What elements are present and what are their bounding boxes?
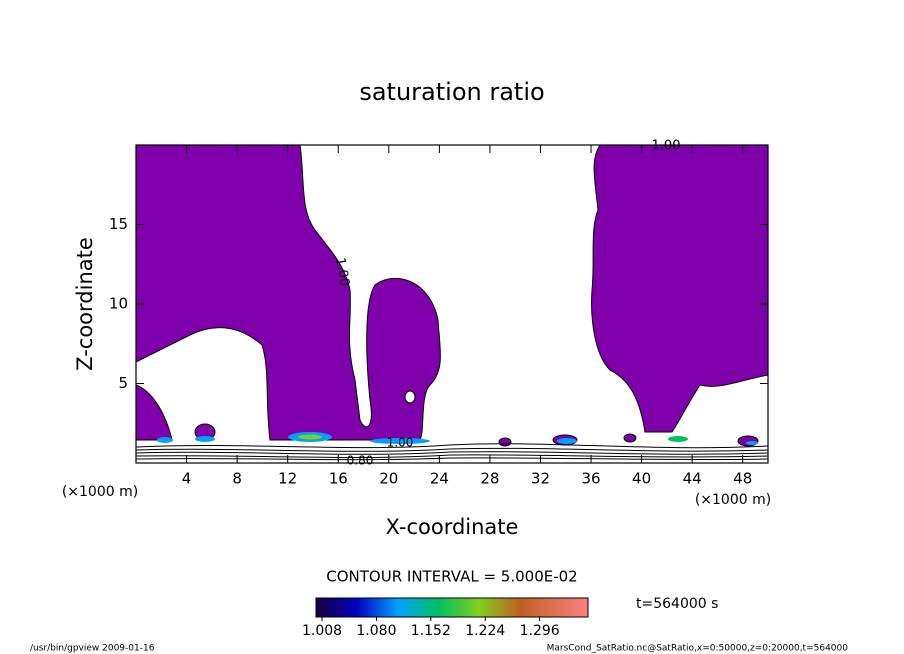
contour-interval: CONTOUR INTERVAL = 5.000E-02 [326, 568, 577, 586]
x-tick-label: 8 [232, 470, 242, 488]
x-tick-label: 24 [430, 470, 449, 488]
colorbar-tick-label: 1.080 [356, 623, 396, 639]
x-tick-label: 4 [182, 470, 192, 488]
y-tick-label: 5 [118, 374, 128, 392]
x-tick-label: 28 [480, 470, 499, 488]
contour-label: 1.00 [652, 139, 681, 154]
colorbar [315, 597, 589, 618]
chart-title: saturation ratio [359, 78, 544, 106]
hole [404, 390, 416, 404]
x-tick-label: 36 [581, 470, 600, 488]
region [498, 437, 512, 447]
region [135, 144, 441, 441]
colorbar-tick-label: 1.152 [411, 623, 451, 639]
x-tick-label: 20 [379, 470, 398, 488]
y-unit: (×1000 m) [62, 484, 138, 500]
region [623, 433, 637, 443]
y-tick-label: 15 [109, 215, 128, 233]
contour-label: 0.80 [347, 454, 374, 468]
region [135, 384, 173, 441]
region [591, 144, 769, 433]
y-tick-label: 10 [109, 295, 128, 313]
x-unit: (×1000 m) [695, 492, 771, 508]
y-axis-label: Z-coordinate [73, 237, 97, 371]
x-tick-label: 44 [683, 470, 702, 488]
x-tick-label: 40 [632, 470, 651, 488]
x-tick-label: 32 [531, 470, 550, 488]
colorbar-tick-label: 1.296 [520, 623, 560, 639]
footer-left: /usr/bin/gpview 2009-01-16 [30, 644, 155, 654]
colorbar-tick-label: 1.224 [465, 623, 505, 639]
contour-fill [135, 144, 769, 447]
contour-label: 1.00 [387, 436, 414, 450]
time-label: t=564000 s [636, 596, 718, 612]
x-axis-label: X-coordinate [386, 515, 519, 539]
x-tick-label: 48 [733, 470, 752, 488]
contour-label: 1.00 [332, 256, 352, 287]
x-tick-label: 16 [329, 470, 348, 488]
contour-lines [135, 443, 769, 461]
x-tick-label: 12 [278, 470, 297, 488]
footer-right: MarsCond_SatRatio.nc@SatRatio,x=0:50000,… [547, 644, 849, 654]
color-spots [157, 432, 758, 445]
colorbar-tick-label: 1.008 [302, 623, 342, 639]
